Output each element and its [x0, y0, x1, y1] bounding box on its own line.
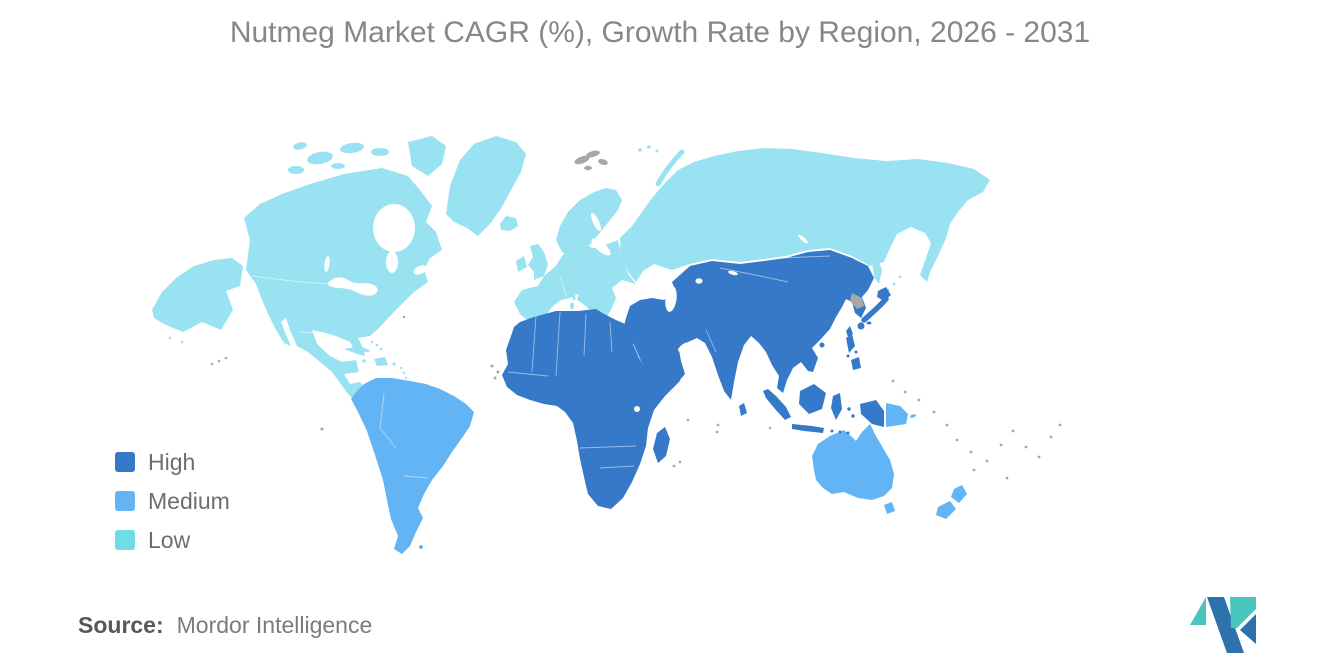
region-no-data: [210, 150, 1062, 480]
chart-title: Nutmeg Market CAGR (%), Growth Rate by R…: [229, 16, 1091, 49]
legend-label-medium: Medium: [148, 488, 230, 514]
region-africa: [502, 309, 681, 509]
logo-diagonal-band: [1207, 597, 1244, 653]
legend-item-medium: Medium: [115, 488, 230, 514]
logo-top-square: [1230, 597, 1256, 628]
source-line: Source: Mordor Intelligence: [78, 612, 372, 639]
region-papua-new-guinea: [886, 403, 916, 427]
legend-swatch-low: [115, 530, 135, 550]
region-asia-islands: [739, 287, 891, 435]
legend-label-low: Low: [148, 527, 191, 553]
legend-swatch-high: [115, 452, 135, 472]
sea-overlays: [324, 204, 920, 412]
region-russia: [620, 145, 990, 292]
source-value: Mordor Intelligence: [176, 612, 373, 638]
region-north-korea: [850, 293, 864, 309]
region-australia: [812, 424, 895, 514]
mordor-intelligence-logo: [1190, 597, 1256, 653]
logo-right-triangle: [1240, 614, 1256, 644]
region-new-zealand: [936, 485, 967, 519]
legend-item-low: Low: [115, 527, 230, 553]
legend-swatch-medium: [115, 491, 135, 511]
region-north-america: [152, 136, 446, 406]
region-greenland: [446, 136, 526, 236]
legend-item-high: High: [115, 449, 230, 475]
legend-label-high: High: [148, 449, 196, 475]
legend: High Medium Low: [115, 449, 230, 569]
logo-left-triangle: [1190, 597, 1206, 625]
country-border-lines: [251, 255, 831, 479]
region-europe: [500, 188, 636, 325]
region-south-america: [351, 378, 474, 554]
region-asia: [624, 250, 874, 400]
source-label: Source:: [78, 612, 164, 638]
